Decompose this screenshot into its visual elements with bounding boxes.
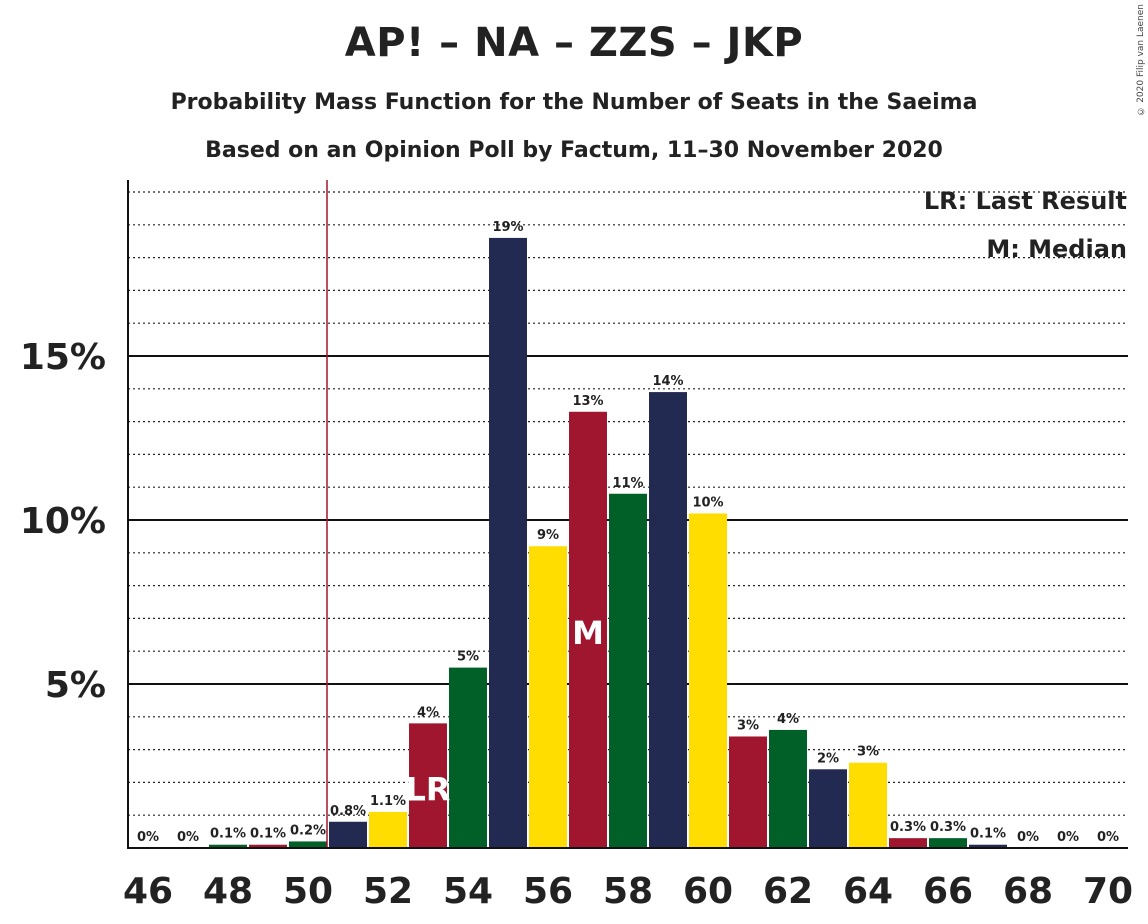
data-label: 2% [817, 751, 839, 766]
bar-seat-57 [569, 411, 607, 848]
x-tick-label: 68 [1003, 871, 1053, 912]
x-tick-label: 64 [843, 871, 893, 912]
legend-median: M: Median [986, 235, 1127, 263]
y-tick-label: 15% [20, 337, 106, 378]
x-tick-label: 48 [203, 871, 253, 912]
data-labels: 0% 0% 0.1% 0.1% 0.2% 0.8% 1.1% 4% 5% 19% 9% 13% 11% 1… [137, 220, 1119, 845]
axes: 5% 10% 15% 46 48 50 52 54 56 58 60 62 64 66 68 70 [20, 180, 1133, 912]
data-label: 0% [137, 830, 159, 845]
bar-seat-67 [969, 844, 1007, 848]
bar-seat-66 [929, 838, 967, 848]
bars [209, 237, 1007, 849]
x-tick-label: 56 [523, 871, 573, 912]
y-tick-label: 5% [45, 665, 106, 706]
data-label: 19% [492, 220, 523, 235]
bar-seat-61 [729, 736, 767, 848]
x-tick-label: 66 [923, 871, 973, 912]
chart-source: Based on an Opinion Poll by Factum, 11–3… [205, 138, 943, 163]
data-label: 0.3% [890, 820, 926, 835]
x-tick-label: 52 [363, 871, 413, 912]
median-marker: M [572, 614, 604, 652]
data-label: 10% [692, 495, 723, 510]
x-tick-label: 58 [603, 871, 653, 912]
data-label: 13% [572, 394, 603, 409]
bar-seat-49 [249, 844, 287, 848]
bar-seat-58 [609, 493, 647, 848]
bar-seat-60 [689, 513, 727, 848]
bar-seat-64 [849, 762, 887, 848]
data-label: 1.1% [370, 794, 406, 809]
data-label: 9% [537, 528, 559, 543]
bar-seat-55 [489, 237, 527, 849]
bar-seat-63 [809, 769, 847, 848]
data-label: 0% [1057, 830, 1079, 845]
data-label: 0.1% [250, 827, 286, 842]
data-label: 5% [457, 650, 479, 665]
bar-seat-54 [449, 667, 487, 848]
bar-seat-53 [409, 723, 447, 848]
legend-last-result: LR: Last Result [924, 187, 1127, 215]
data-label: 0.1% [210, 827, 246, 842]
y-tick-label: 10% [20, 501, 106, 542]
data-label: 11% [612, 476, 643, 491]
data-label: 0.8% [330, 804, 366, 819]
chart-subtitle: Probability Mass Function for the Number… [170, 90, 978, 115]
bar-seat-52 [369, 811, 407, 848]
bar-seat-51 [329, 821, 367, 848]
data-label: 0.1% [970, 827, 1006, 842]
data-label: 14% [652, 374, 683, 389]
bar-seat-59 [649, 392, 687, 848]
x-tick-label: 46 [123, 871, 173, 912]
data-label: 0.3% [930, 820, 966, 835]
data-label: 0% [1097, 830, 1119, 845]
data-label: 3% [737, 718, 759, 733]
x-tick-label: 70 [1083, 871, 1133, 912]
data-label: 0.2% [290, 823, 326, 838]
data-label: 0% [177, 830, 199, 845]
last-result-marker: LR [405, 770, 450, 808]
x-tick-label: 50 [283, 871, 333, 912]
bar-seat-56 [529, 546, 567, 848]
bar-seat-48 [209, 844, 247, 848]
chart-title: AP! – NA – ZZS – JKP [344, 20, 804, 66]
x-tick-label: 60 [683, 871, 733, 912]
bar-seat-62 [769, 729, 807, 848]
data-label: 4% [417, 705, 439, 720]
x-tick-label: 54 [443, 871, 493, 912]
data-label: 4% [777, 712, 799, 727]
data-label: 0% [1017, 830, 1039, 845]
bar-seat-65 [889, 838, 927, 848]
data-label: 3% [857, 745, 879, 760]
bar-seat-50 [289, 841, 327, 848]
x-tick-label: 62 [763, 871, 813, 912]
